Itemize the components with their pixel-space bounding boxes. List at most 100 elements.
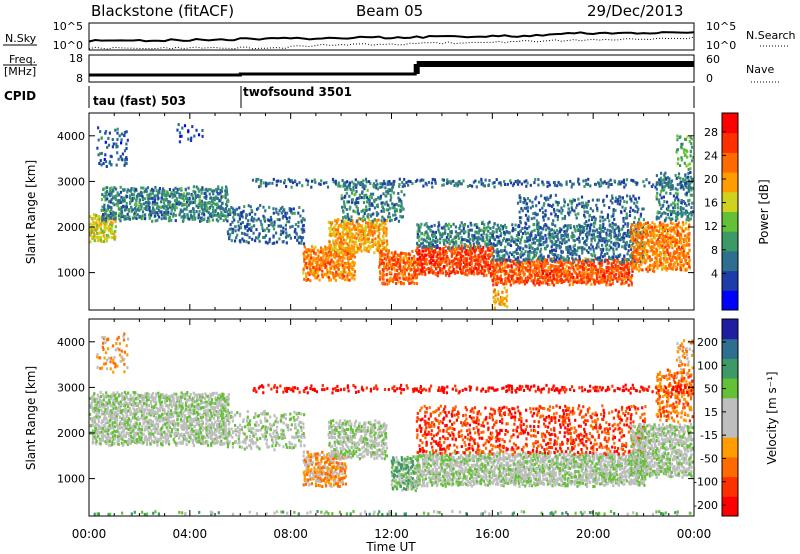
- range-gate-cell: [496, 270, 499, 274]
- range-gate-cell: [457, 251, 460, 255]
- range-gate-cell: [561, 250, 564, 254]
- range-gate-cell: [653, 228, 656, 232]
- range-gate-cell: [362, 201, 366, 204]
- range-gate-cell: [528, 233, 531, 237]
- range-gate-cell: [512, 259, 515, 263]
- range-gate-cell: [520, 264, 523, 268]
- range-gate-cell: [625, 234, 628, 238]
- range-gate-cell: [564, 274, 567, 278]
- range-gate-cell: [644, 248, 647, 252]
- range-gate-cell: [115, 142, 118, 146]
- range-gate-cell: [459, 240, 462, 244]
- range-gate-cell: [644, 252, 647, 256]
- range-gate-cell: [349, 239, 352, 243]
- range-gate-cell: [317, 268, 320, 272]
- range-gate-cell: [113, 232, 116, 236]
- range-gate-cell: [271, 242, 274, 245]
- nave-top-tick: 60: [706, 53, 720, 66]
- range-gate-cell: [585, 278, 588, 282]
- range-gate-cell: [191, 194, 194, 198]
- range-gate-cell: [430, 270, 433, 274]
- range-gate-cell: [414, 271, 417, 275]
- range-gate-cell: [237, 224, 240, 228]
- range-gate-cell: [444, 224, 447, 228]
- range-gate-cell: [366, 188, 369, 192]
- range-gate-cell: [230, 206, 233, 209]
- range-gate-cell: [279, 233, 282, 236]
- range-gate-cell: [238, 239, 241, 243]
- range-gate-cell: [363, 218, 366, 222]
- range-gate-cell: [382, 281, 386, 285]
- range-gate-cell: [211, 214, 215, 218]
- range-gate-cell: [386, 268, 389, 272]
- range-gate-cell: [617, 243, 621, 247]
- range-gate-cell: [385, 227, 388, 231]
- nave-label: Nave: [746, 63, 774, 76]
- range-gate-cell: [299, 214, 302, 218]
- range-gate-cell: [370, 213, 373, 217]
- range-gate-cell: [590, 262, 593, 266]
- range-gate-cell: [379, 262, 382, 266]
- range-gate-cell: [124, 205, 127, 209]
- range-gate-cell: [535, 204, 538, 208]
- range-gate-cell: [385, 234, 388, 237]
- range-gate-cell: [580, 281, 584, 285]
- range-gate-cell: [300, 227, 303, 231]
- range-gate-cell: [363, 208, 366, 212]
- range-gate-cell: [328, 240, 331, 244]
- range-gate-cell: [610, 240, 613, 244]
- range-gate-cell: [603, 227, 607, 231]
- range-gate-cell: [615, 226, 618, 230]
- range-gate-cell: [449, 235, 452, 238]
- range-gate-cell: [500, 256, 503, 260]
- range-gate-cell: [373, 251, 376, 255]
- range-gate-cell: [469, 228, 472, 232]
- range-gate-cell: [586, 226, 589, 230]
- range-gate-cell: [658, 221, 662, 225]
- range-gate-cell: [522, 280, 525, 283]
- range-gate-cell: [97, 231, 101, 235]
- range-gate-cell: [98, 221, 101, 225]
- range-gate-cell: [434, 250, 437, 254]
- range-gate-cell: [602, 222, 605, 226]
- range-gate-cell: [355, 185, 358, 189]
- range-gate-cell: [343, 205, 346, 209]
- range-gate-cell: [459, 262, 462, 266]
- range-gate-cell: [618, 275, 621, 279]
- range-gate-cell: [642, 218, 645, 222]
- range-gate-cell: [569, 210, 572, 214]
- range-gate-cell: [603, 269, 606, 273]
- range-gate-cell: [663, 258, 666, 262]
- range-gate-cell: [594, 265, 597, 268]
- range-gate-cell: [104, 224, 107, 228]
- range-gate-cell: [288, 220, 291, 224]
- range-gate-cell: [431, 233, 434, 237]
- range-gate-cell: [344, 239, 347, 242]
- range-gate-cell: [418, 235, 421, 239]
- range-gate-cell: [674, 244, 677, 248]
- range-gate-cell: [372, 185, 375, 189]
- range-gate-cell: [651, 229, 654, 233]
- range-gate-cell: [388, 257, 391, 261]
- range-gate-cell: [423, 233, 426, 237]
- range-gate-cell: [669, 236, 672, 239]
- range-gate-cell: [374, 241, 377, 245]
- range-gate-cell: [582, 260, 585, 263]
- range-gate-cell: [179, 211, 182, 215]
- range-gate-cell: [618, 260, 622, 264]
- range-gate-cell: [167, 212, 170, 216]
- range-gate-cell: [151, 196, 154, 200]
- range-gate-cell: [164, 211, 167, 215]
- range-gate-cell: [512, 262, 515, 266]
- range-gate-cell: [673, 250, 676, 254]
- range-gate-cell: [384, 222, 387, 226]
- range-gate-cell: [377, 228, 380, 232]
- range-gate-cell: [657, 244, 660, 248]
- range-gate-cell: [377, 241, 380, 245]
- range-gate-cell: [180, 187, 183, 191]
- range-gate-cell: [492, 230, 495, 234]
- range-gate-cell: [333, 243, 336, 247]
- range-gate-cell: [119, 155, 122, 159]
- range-gate-cell: [624, 277, 627, 281]
- range-gate-cell: [496, 235, 499, 239]
